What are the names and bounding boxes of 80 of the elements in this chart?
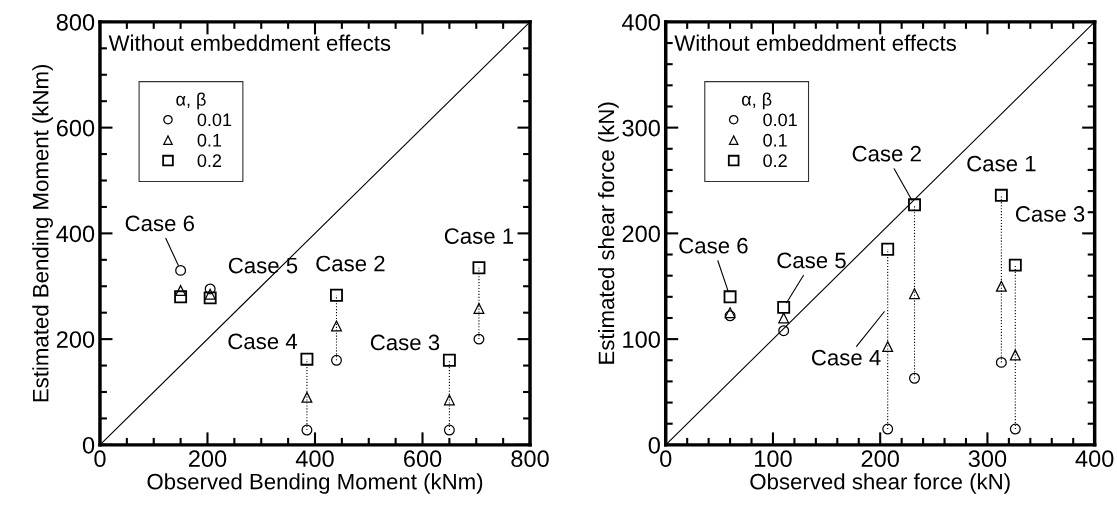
x-tick-label: 200 [188,450,227,468]
point [882,341,894,353]
x-tick-label: 800 [511,450,549,468]
point [1008,258,1022,272]
point [778,312,790,324]
annotation: Case 4 [228,333,298,350]
point [1009,423,1021,435]
point [909,288,920,300]
y-tick-label: 600 [56,119,95,137]
x-tick-label: 100 [755,450,792,468]
point [204,288,216,300]
annotation: Case 2 [852,145,921,162]
point [909,372,920,384]
annotation: Case 1 [444,228,514,244]
point [301,424,313,436]
point [473,333,485,345]
y-tick-label: 200 [56,331,95,348]
point [330,288,343,302]
y-tick-label: 100 [623,331,660,348]
point [175,264,187,276]
point [301,391,313,403]
annotation: Case 3 [1015,206,1085,222]
point [203,291,217,305]
x-tick-label: 400 [295,450,334,468]
legend-label: 0.1 [197,133,222,147]
y-tick-label: 0 [648,436,660,454]
point [442,353,456,367]
x-tick-label: 0 [660,450,672,468]
y-tick-label: 300 [622,119,660,137]
y-axis-title: Estimated shear force (kN) [597,102,619,364]
point [443,424,455,436]
y-axis-title: Estimated Bending Moment (kNm) [32,64,53,402]
x-axis-title: Observed Bending Moment (kNm) [147,473,483,494]
x-axis-title: Observed shear force (kN) [750,473,1010,494]
point [443,394,455,406]
annotation: Case 3 [370,334,440,351]
x-tick-label: 0 [94,450,106,468]
annotation: Case 6 [679,237,748,254]
legend-label: 0.01 [763,113,797,127]
legend-title: α, β [741,92,772,110]
point [331,354,342,366]
point [994,188,1008,202]
y-tick-label: 0 [82,436,95,454]
legend-title: α, β [176,92,206,110]
y-tick-label: 200 [622,225,660,243]
x-tick-label: 400 [1075,450,1114,468]
point [473,302,485,314]
annotation: Without embeddment effects [674,34,956,51]
point [881,242,895,256]
point [908,198,921,212]
x-tick-label: 300 [968,450,1007,468]
annotation: Case 2 [316,255,385,272]
y-tick-label: 400 [622,13,660,31]
annotation: Case 4 [811,349,881,366]
point [175,284,187,296]
y-tick-label: 400 [56,225,95,243]
legend-label: 0.2 [763,154,787,168]
point [204,283,216,295]
legend-label: 0.1 [763,133,787,147]
point [472,261,486,275]
annotation: Case 5 [228,257,298,274]
point [778,325,790,337]
annotation: Without embeddment effects [108,34,391,51]
point [995,280,1007,292]
annotation: Case 1 [967,155,1036,172]
annotation: Case 6 [125,215,194,232]
legend-label: 0.01 [197,113,232,127]
point [300,352,314,366]
point [174,290,188,304]
point [723,290,737,304]
x-tick-label: 200 [861,450,899,468]
point [882,423,894,435]
point [995,356,1007,368]
point [1009,349,1021,361]
point [331,320,342,332]
x-tick-label: 600 [404,450,442,468]
legend-label: 0.2 [197,154,222,168]
y-tick-label: 800 [56,13,95,31]
annotation: Case 5 [777,252,846,269]
point [777,300,791,314]
